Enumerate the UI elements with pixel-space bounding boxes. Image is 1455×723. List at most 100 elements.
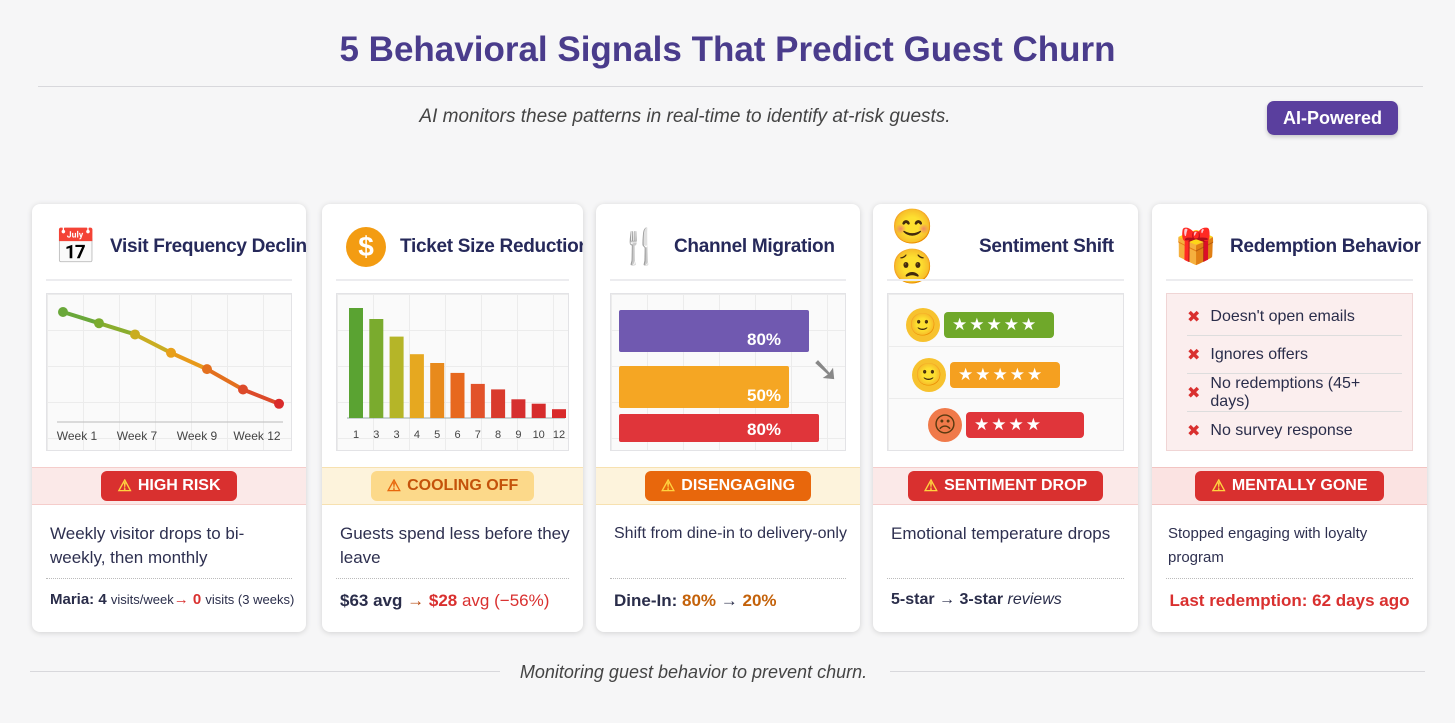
footer-caption: Monitoring guest behavior to prevent chu… bbox=[519, 662, 868, 682]
card-title: Ticket Size Reduction bbox=[400, 236, 583, 257]
rating-row: ☹ ★★★★ bbox=[928, 408, 1084, 442]
x-tick-label: 1 bbox=[353, 429, 359, 441]
stat-to-unit: reviews bbox=[1007, 591, 1062, 608]
smiley-frown-icon: 😊😟 bbox=[891, 208, 934, 286]
status-band: ⚠ SENTIMENT DROP bbox=[873, 467, 1138, 505]
data-point bbox=[130, 329, 140, 340]
bar bbox=[409, 354, 424, 418]
status-label: DISENGAGING bbox=[681, 477, 796, 494]
bar bbox=[491, 389, 506, 418]
warning-icon: ⚠ bbox=[660, 478, 676, 495]
bar-label: 50% bbox=[747, 386, 782, 405]
bar-chart: 1 3 3 4 5 6 7 8 9 10 12 bbox=[336, 293, 569, 451]
rating-list: 🙂 ★★★★★ 🙂 ★★★★★ ☹ ★★★★ bbox=[887, 293, 1124, 451]
checklist-item: ✖ No survey response bbox=[1187, 412, 1402, 450]
stat-line: Dine-In: 80% → 20% bbox=[614, 591, 852, 611]
arrow: → bbox=[407, 591, 425, 610]
dotted-divider bbox=[46, 578, 292, 579]
stat-from: $63 avg bbox=[340, 591, 403, 610]
stat-line: Last redemption: 62 days ago bbox=[1169, 591, 1410, 610]
x-tick-label: 10 bbox=[533, 429, 545, 441]
warning-icon: ⚠ bbox=[923, 478, 939, 495]
checklist: ✖ Doesn't open emails ✖ Ignores offers ✖ No r… bbox=[1166, 293, 1413, 451]
x-icon: ✖ bbox=[1187, 308, 1201, 326]
x-tick-label: Week 12 bbox=[233, 429, 280, 443]
description: Weekly visitor drops to bi-weekly, then … bbox=[50, 524, 245, 567]
card-title: Channel Migration bbox=[674, 236, 835, 257]
bar bbox=[349, 308, 363, 418]
channel-bar: 80% bbox=[619, 414, 819, 442]
dotted-divider bbox=[610, 578, 846, 579]
face-icon: ☹ bbox=[928, 408, 962, 442]
channel-bar: 80% bbox=[619, 310, 809, 352]
star-rating: ★★★★★ bbox=[950, 362, 1060, 388]
status-label: COOLING OFF bbox=[407, 477, 519, 494]
data-point bbox=[58, 307, 68, 317]
card-ticket-size: $ Ticket Size Reduction 1 3 3 4 5 6 7 8 9 10 12 ⚠ CO… bbox=[322, 204, 583, 632]
checklist-item: ✖ Doesn't open emails bbox=[1187, 298, 1402, 336]
page-title: 5 Behavioral Signals That Predict Guest … bbox=[339, 30, 1116, 69]
x-tick-label: 6 bbox=[454, 429, 460, 441]
footer-divider-right bbox=[890, 671, 1425, 672]
arrow-icon: ➘ bbox=[811, 351, 840, 389]
x-tick-label: Week 9 bbox=[177, 429, 218, 443]
line-segment bbox=[61, 310, 101, 326]
face-icon: 🙂 bbox=[906, 308, 940, 342]
card-title: Sentiment Shift bbox=[979, 236, 1114, 257]
card-visit-frequency: 📅 Visit Frequency Decline Week 1 Week 7 Wee… bbox=[32, 204, 306, 632]
x-tick-label: 8 bbox=[495, 429, 501, 441]
line-segment bbox=[205, 367, 245, 392]
bar bbox=[552, 409, 566, 418]
x-icon: ✖ bbox=[1187, 384, 1201, 402]
line-chart: Week 1 Week 7 Week 9 Week 12 bbox=[46, 293, 292, 451]
data-point bbox=[274, 398, 284, 409]
divider bbox=[887, 279, 1124, 281]
status-label: SENTIMENT DROP bbox=[944, 477, 1088, 494]
bar-label: 80% bbox=[747, 330, 782, 349]
status-band: ⚠ DISENGAGING bbox=[596, 467, 860, 505]
arrow: → bbox=[720, 591, 738, 610]
stat-to: 3-star bbox=[959, 591, 1004, 608]
description: Guests spend less before they leave bbox=[340, 524, 570, 567]
description: Shift from dine-in to delivery-only bbox=[614, 525, 847, 542]
card-sentiment-shift: 😊😟 Sentiment Shift 🙂 ★★★★★ 🙂 ★★★★★ ☹ ★★★★ ⚠ SEN… bbox=[873, 204, 1138, 632]
bar bbox=[450, 372, 465, 418]
card-channel-migration: 🍴 Channel Migration 80% 50% 80% ➘ ⚠ DISENGAGI… bbox=[596, 204, 860, 632]
stat-from: 4 bbox=[98, 591, 107, 608]
stat-to: 0 bbox=[192, 591, 202, 608]
x-icon: ✖ bbox=[1187, 346, 1201, 364]
x-tick-label: 3 bbox=[394, 429, 400, 441]
face-icon: 🙂 bbox=[912, 358, 946, 392]
status-badge: ⚠ MENTALLY GONE bbox=[1195, 471, 1384, 501]
bar bbox=[430, 363, 445, 418]
x-tick-label: Week 1 bbox=[57, 429, 98, 443]
bar bbox=[511, 399, 526, 418]
divider bbox=[46, 279, 292, 281]
stat-from: 5-star bbox=[891, 591, 935, 608]
bar bbox=[531, 403, 546, 418]
channel-bars: 80% 50% 80% ➘ bbox=[610, 293, 846, 451]
footer-divider-left bbox=[30, 671, 500, 672]
x-tick-label: Week 7 bbox=[117, 429, 158, 443]
x-tick-label: 12 bbox=[553, 429, 565, 441]
card-redemption-behavior: 🎁 Redemption Behavior ✖ Doesn't open email… bbox=[1152, 204, 1427, 632]
checklist-item: ✖ Ignores offers bbox=[1187, 336, 1402, 374]
star-rating: ★★★★ bbox=[966, 412, 1084, 438]
checklist-item: ✖ No redemptions (45+ days) bbox=[1187, 374, 1402, 412]
data-point bbox=[238, 384, 248, 395]
star-rating: ★★★★★ bbox=[944, 312, 1054, 338]
divider bbox=[336, 279, 569, 281]
x-tick-label: 5 bbox=[434, 429, 440, 441]
bar bbox=[470, 383, 485, 418]
dotted-divider bbox=[336, 578, 569, 579]
x-tick-label: 7 bbox=[475, 429, 481, 441]
stat-from: 80% bbox=[682, 591, 717, 610]
data-point bbox=[94, 318, 104, 329]
gift-x-icon: 🎁 bbox=[1174, 228, 1218, 266]
header-divider bbox=[38, 86, 1423, 87]
card-title: Redemption Behavior bbox=[1230, 236, 1421, 257]
fork-takeout-icon: 🍴 bbox=[618, 228, 662, 266]
x-tick-label: 9 bbox=[515, 429, 521, 441]
bar bbox=[369, 319, 384, 418]
status-label: HIGH RISK bbox=[137, 477, 221, 494]
